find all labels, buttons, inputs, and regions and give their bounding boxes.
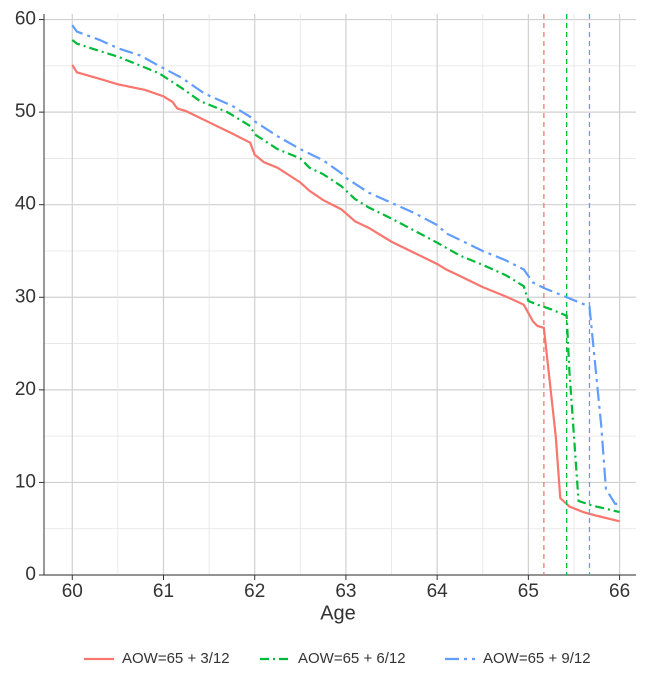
y-tick-label: 40	[15, 194, 36, 215]
y-tick-label: 10	[15, 471, 36, 492]
series-line	[71, 39, 620, 514]
x-tick-label: 65	[518, 581, 539, 602]
y-tick-label: 20	[15, 379, 36, 400]
legend-label: AOW=65 + 6/12	[298, 650, 406, 667]
x-tick-label: 62	[244, 581, 265, 602]
x-tick-label: 61	[153, 581, 174, 602]
y-tick-label: 50	[15, 101, 36, 122]
legend-label: AOW=65 + 9/12	[483, 650, 591, 667]
x-axis-label: Age	[320, 602, 356, 624]
y-tick-label: 60	[15, 9, 36, 30]
series-line	[71, 24, 620, 505]
y-tick-label: 0	[25, 564, 36, 585]
x-tick-label: 66	[609, 581, 630, 602]
legend-label: AOW=65 + 3/12	[122, 650, 230, 667]
x-tick-label: 60	[62, 581, 83, 602]
y-tick-label: 30	[15, 286, 36, 307]
series-line	[71, 64, 620, 523]
x-tick-label: 64	[427, 581, 449, 602]
x-tick-label: 63	[335, 581, 356, 602]
